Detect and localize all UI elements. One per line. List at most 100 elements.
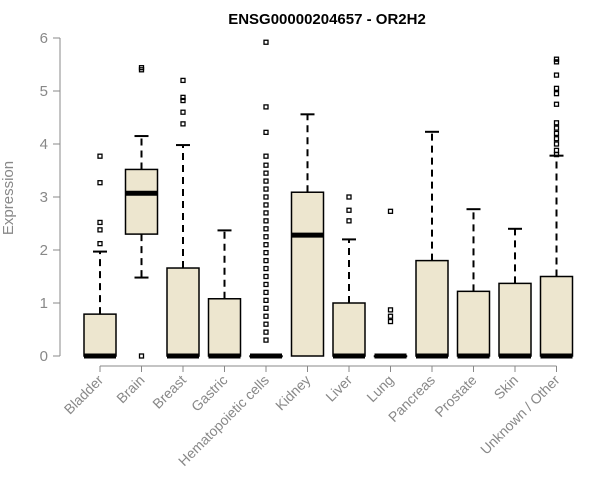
box-group: [290, 113, 325, 357]
outlier-point: [553, 85, 560, 91]
x-tick-label: Brain: [113, 372, 147, 406]
outlier-point: [263, 194, 269, 200]
box-group: [83, 153, 117, 359]
x-tick-label: Breast: [149, 372, 189, 412]
outlier-point: [180, 121, 186, 127]
outlier-point: [180, 77, 186, 84]
box-group: [332, 194, 366, 359]
outlier-point: [180, 109, 186, 115]
outlier-point: [263, 210, 269, 216]
outlier-point: [553, 141, 560, 147]
x-tick-label: Unknown / Other: [477, 372, 563, 458]
outlier-point: [553, 125, 560, 131]
outlier-point: [263, 242, 269, 248]
outlier-point: [263, 202, 269, 208]
outlier-point: [263, 249, 269, 256]
y-tick-label: 0: [40, 348, 48, 365]
y-axis: 0 1 2 3 4 5 6: [40, 30, 61, 365]
x-tick-label: Kidney: [272, 372, 314, 414]
outlier-point: [263, 281, 269, 288]
box-group: [249, 39, 283, 359]
outlier-point: [138, 65, 145, 71]
outlier-point: [553, 130, 560, 137]
box-group: [207, 229, 242, 359]
outlier-point: [387, 208, 394, 214]
outlier-point: [553, 151, 560, 158]
outlier-point: [263, 321, 269, 327]
outlier-point: [263, 39, 269, 45]
box-group: [456, 208, 491, 359]
x-tick-label: Skin: [491, 372, 522, 403]
outlier-point: [263, 153, 269, 159]
outlier-point: [138, 353, 145, 359]
outlier-point: [263, 273, 269, 280]
outlier-point: [263, 289, 269, 296]
outlier-point: [263, 218, 269, 224]
outlier-point: [553, 120, 560, 126]
box-group: [124, 65, 159, 359]
outlier-point: [263, 305, 269, 311]
outlier-point: [263, 337, 269, 343]
outlier-point: [553, 136, 560, 142]
outlier-point: [387, 313, 394, 319]
outlier-point: [346, 207, 352, 213]
outlier-point: [387, 307, 394, 313]
y-tick-label: 2: [40, 242, 48, 259]
outlier-point: [263, 129, 269, 135]
plot-area: [83, 39, 574, 359]
outlier-point: [97, 240, 103, 247]
outlier-point: [97, 153, 103, 159]
outlier-point: [97, 227, 103, 233]
y-tick-label: 4: [40, 136, 48, 153]
y-tick-label: 6: [40, 30, 48, 47]
x-tick-label: Lung: [363, 372, 396, 405]
outlier-point: [553, 72, 560, 78]
outlier-point: [180, 97, 186, 104]
outlier-point: [263, 234, 269, 240]
x-tick-label: Prostate: [431, 372, 479, 420]
outlier-point: [553, 147, 560, 154]
outlier-point: [387, 318, 394, 325]
outlier-point: [553, 101, 560, 107]
chart-title: ENSG00000204657 - OR2H2: [228, 11, 426, 28]
box: [498, 282, 532, 357]
box: [166, 267, 200, 357]
outlier-point: [263, 104, 269, 110]
outlier-point: [553, 56, 560, 62]
box-group: [539, 56, 574, 359]
outlier-point: [180, 94, 186, 101]
outlier-point: [97, 219, 103, 226]
outlier-point: [97, 180, 103, 186]
y-tick-label: 5: [40, 83, 48, 100]
box-group: [498, 227, 532, 359]
y-tick-label: 1: [40, 295, 48, 312]
y-axis-label: Expression: [0, 161, 17, 235]
box-group: [415, 130, 449, 359]
x-tick-label: Liver: [322, 372, 355, 405]
box: [456, 290, 491, 357]
outlier-point: [263, 329, 269, 335]
outlier-point: [346, 194, 352, 200]
outlier-point: [346, 218, 352, 224]
outlier-point: [263, 257, 269, 264]
box: [83, 313, 117, 357]
outlier-point: [263, 313, 269, 319]
outlier-point: [553, 91, 560, 97]
outlier-point: [263, 297, 269, 304]
x-tick-label: Bladder: [61, 372, 107, 418]
box: [539, 275, 574, 357]
box-group: [373, 208, 408, 359]
y-tick-label: 3: [40, 189, 48, 206]
outlier-point: [263, 226, 269, 232]
box: [332, 302, 366, 357]
box: [124, 168, 159, 235]
box-group: [166, 77, 200, 359]
box: [207, 298, 242, 357]
outlier-point: [263, 265, 269, 272]
box: [290, 191, 325, 357]
outlier-point: [263, 162, 269, 168]
outlier-point: [263, 186, 269, 192]
outlier-point: [263, 170, 269, 176]
